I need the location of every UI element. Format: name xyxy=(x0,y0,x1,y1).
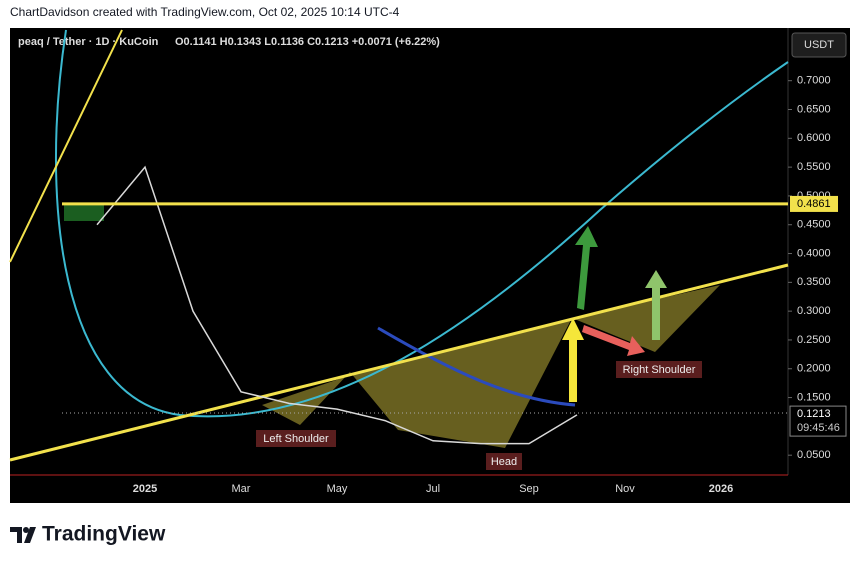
label-box xyxy=(616,361,702,378)
y-tick-label: 0.1500 xyxy=(797,391,831,403)
level-badge xyxy=(790,195,838,212)
logo-text: TradingView xyxy=(42,523,166,546)
y-tick-label: 0.2000 xyxy=(797,363,831,375)
label-box xyxy=(486,453,522,470)
x-tick-label: Mar xyxy=(232,483,251,495)
trendline xyxy=(9,29,123,263)
y-tick-label: 0.6000 xyxy=(797,132,831,144)
y-tick-label: 0.3500 xyxy=(797,276,831,288)
symbol: peaq / Tether · 1D · KuCoin xyxy=(18,36,159,48)
price-badge xyxy=(789,405,847,437)
curve xyxy=(377,326,576,407)
credit: ChartDavidson created with TradingView.c… xyxy=(10,5,400,19)
ohlc: O0.1141 H0.1343 L0.1136 C0.1213 +0.0071 … xyxy=(175,36,440,48)
y-tick-label: 0.0500 xyxy=(797,449,831,461)
currency[interactable]: USDT xyxy=(804,39,834,51)
y-tick-label: 0.3000 xyxy=(797,305,831,317)
logo-mark xyxy=(10,527,36,543)
time-axis xyxy=(10,475,788,503)
logo-mark xyxy=(23,527,29,533)
logo: TradingView xyxy=(10,523,166,546)
label-box xyxy=(256,430,336,447)
axis-corner xyxy=(788,475,850,503)
price-label: 0.1213 xyxy=(797,408,831,420)
y-tick-label: 0.5500 xyxy=(797,161,831,173)
y-tick-label: 0.4500 xyxy=(797,219,831,231)
arrow xyxy=(562,318,584,402)
pattern-fill xyxy=(262,318,572,448)
y-tick-label: 0.4000 xyxy=(797,247,831,259)
drawings xyxy=(9,29,789,470)
x-tick-label: Jul xyxy=(426,483,440,495)
x-tick-label: 2025 xyxy=(133,483,157,495)
curve xyxy=(55,29,789,418)
y-tick-label: 0.7000 xyxy=(797,75,831,87)
arrow xyxy=(645,270,667,340)
y-tick-label: 0.6500 xyxy=(797,103,831,115)
x-tick-label: May xyxy=(327,483,348,495)
x-tick-label: Sep xyxy=(519,483,539,495)
arrow xyxy=(575,226,598,310)
y-tick-label: 0.2500 xyxy=(797,334,831,346)
x-tick-label: 2026 xyxy=(709,483,733,495)
annotation: Head xyxy=(491,456,517,468)
countdown: 09:45:46 xyxy=(797,422,840,434)
currency-button[interactable] xyxy=(791,32,847,58)
zone xyxy=(64,205,104,221)
pattern-fill xyxy=(572,285,720,352)
annotation: Right Shoulder xyxy=(623,364,696,376)
arrow xyxy=(582,325,645,356)
x-tick-label: Nov xyxy=(615,483,635,495)
level-label: 0.4861 xyxy=(797,198,831,210)
price-line xyxy=(96,165,578,445)
annotation: Left Shoulder xyxy=(263,433,329,445)
